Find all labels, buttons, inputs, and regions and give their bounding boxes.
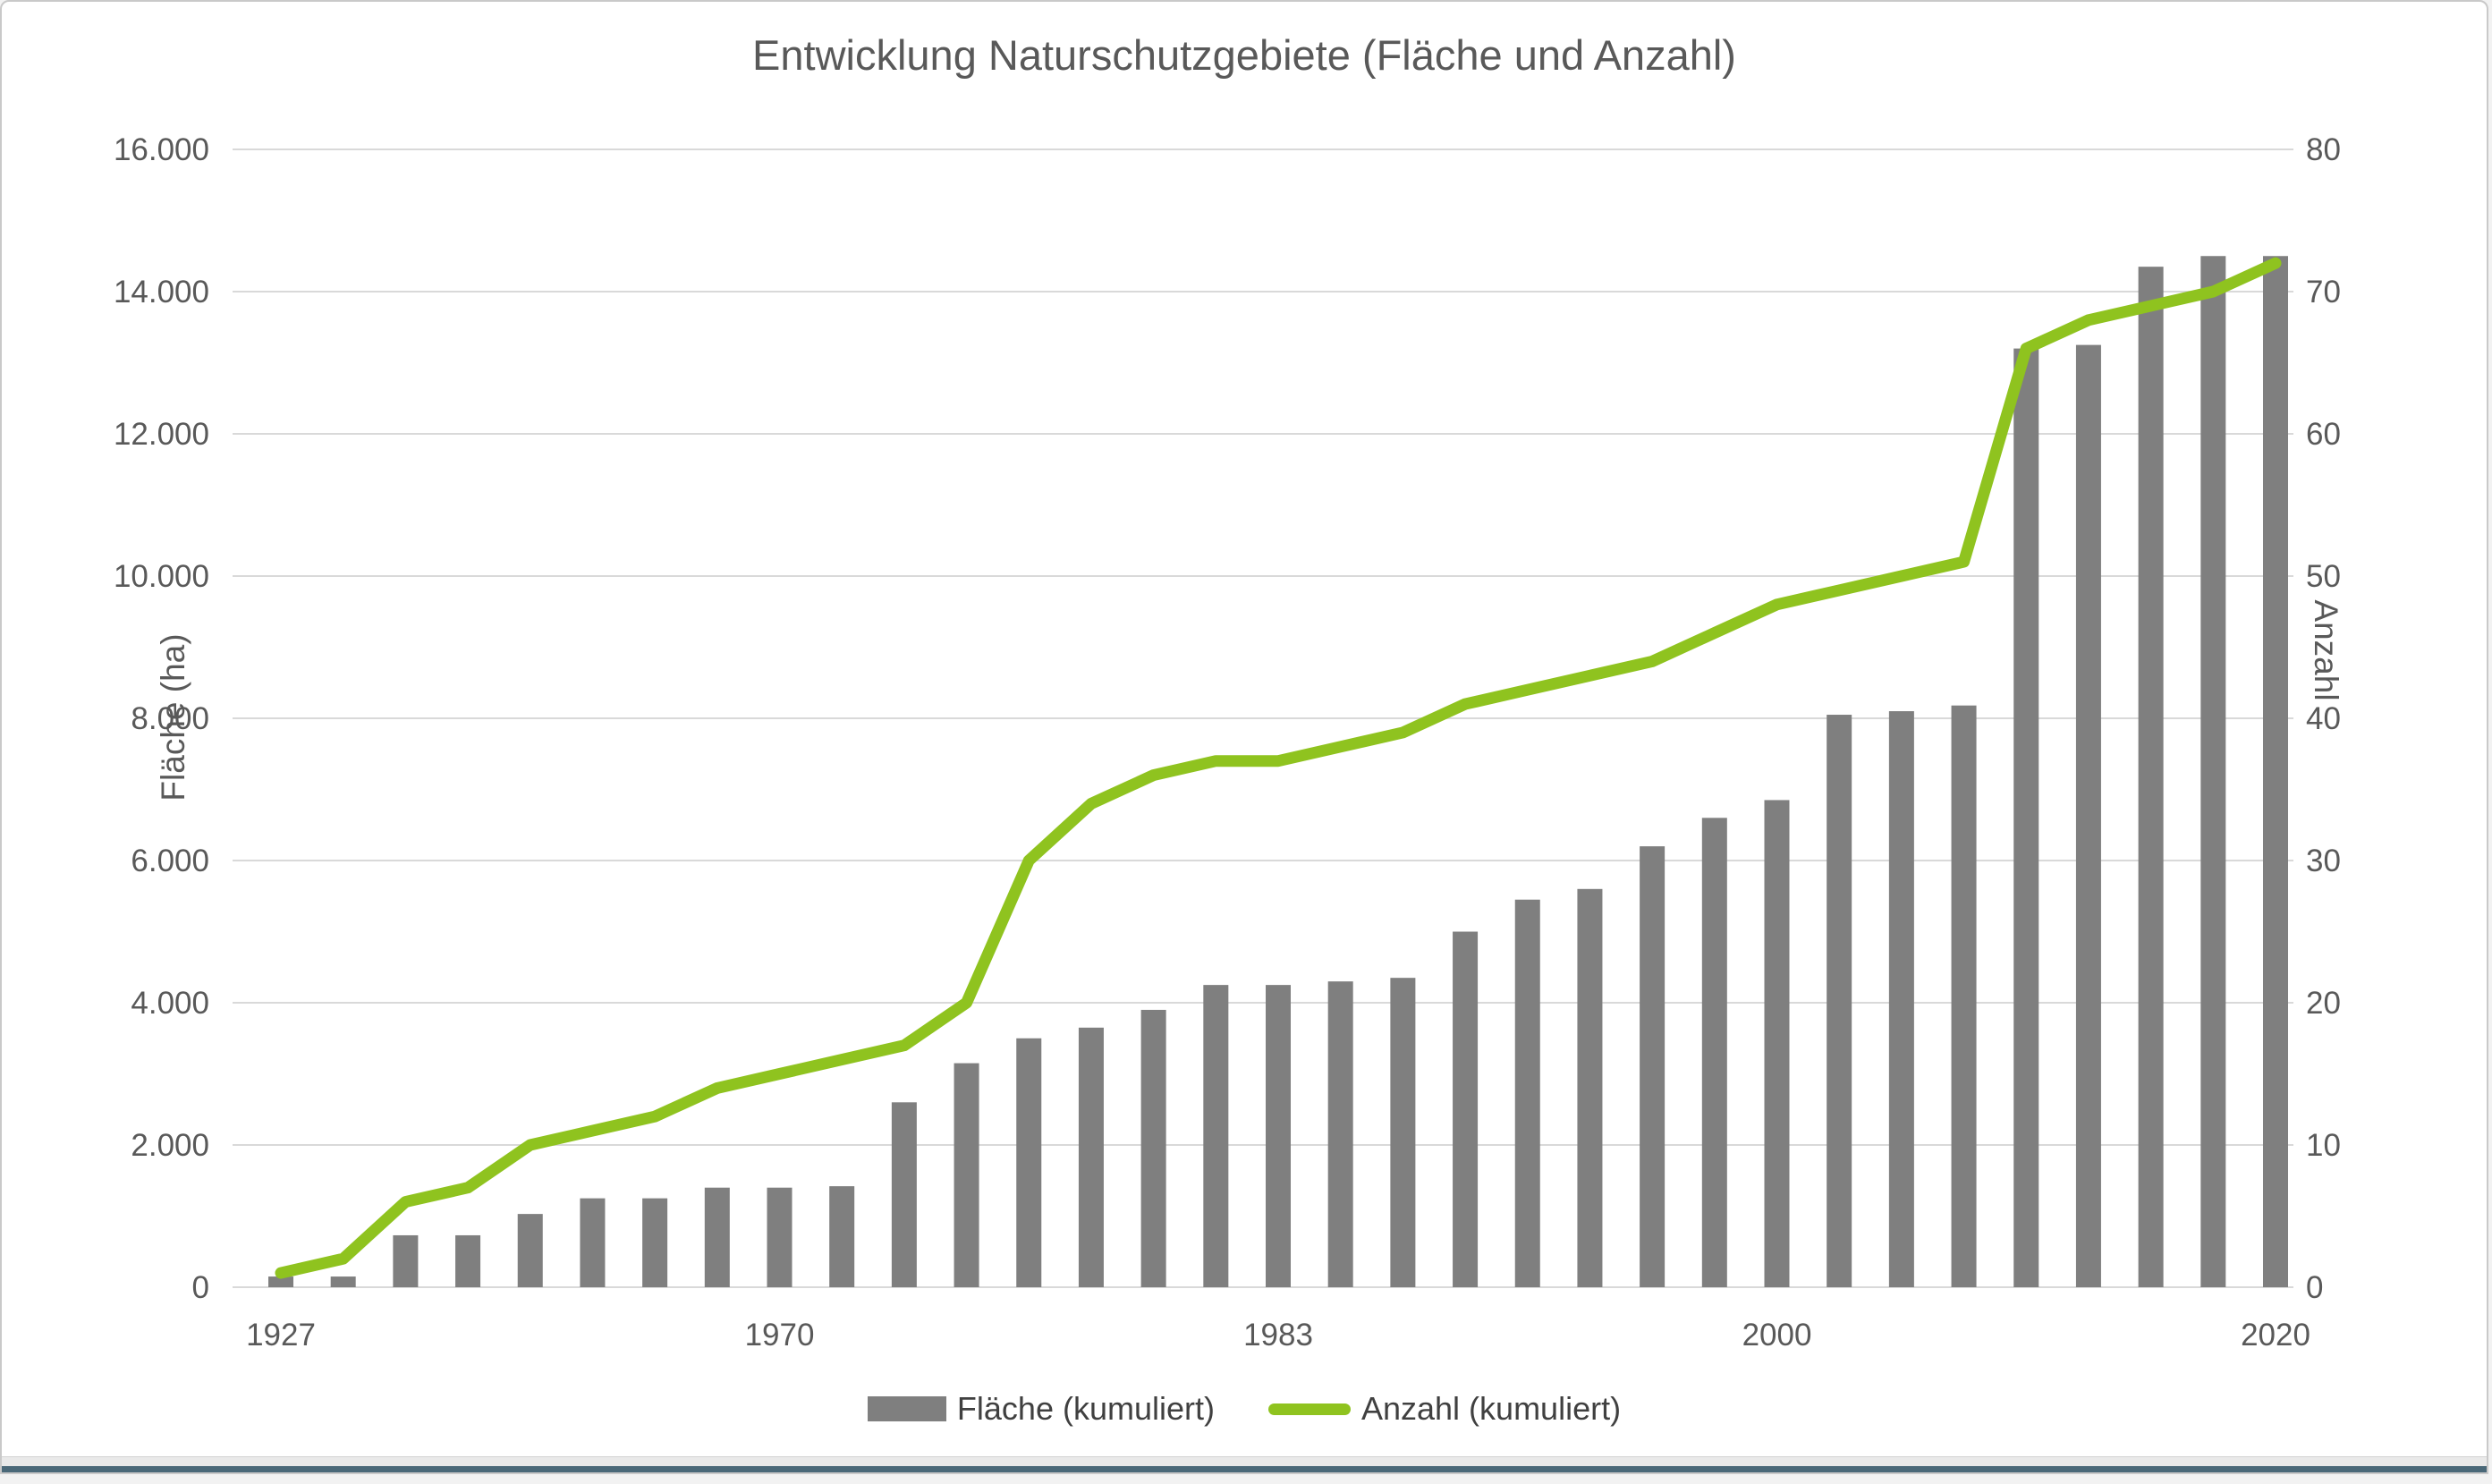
flaeche-bar	[517, 1214, 543, 1287]
y-axis-tick-label-right: 60	[2306, 417, 2341, 452]
y-axis-tick-label-left: 12.000	[114, 417, 209, 452]
flaeche-bar	[1514, 899, 1540, 1287]
flaeche-bar	[1701, 818, 1727, 1287]
y-axis-tick-label-right: 20	[2306, 986, 2341, 1021]
flaeche-bar	[1640, 846, 1666, 1287]
flaeche-bar	[1577, 888, 1603, 1287]
y-axis-tick-label-left: 2.000	[131, 1128, 209, 1163]
y-axis-tick-label-left: 14.000	[114, 275, 209, 310]
flaeche-bar	[580, 1198, 606, 1287]
y-axis-tick-label-left: 8.000	[131, 701, 209, 736]
flaeche-bar	[2013, 348, 2039, 1288]
y-axis-tick-label-right: 50	[2306, 559, 2341, 594]
y-axis-tick-label-right: 30	[2306, 844, 2341, 878]
flaeche-bar	[2075, 344, 2101, 1287]
flaeche-bar	[704, 1187, 730, 1287]
flaeche-bar	[1888, 711, 1914, 1287]
flaeche-bar	[1827, 715, 1852, 1287]
y-axis-tick-label-left: 16.000	[114, 132, 209, 167]
flaeche-bar	[1327, 981, 1353, 1287]
y-axis-tick-label-left: 0	[192, 1270, 209, 1305]
x-axis-tick-label: 1927	[246, 1318, 316, 1353]
x-axis-tick-label: 2020	[2241, 1318, 2310, 1353]
y-axis-tick-label-right: 80	[2306, 132, 2341, 167]
y-axis-tick-label-left: 10.000	[114, 559, 209, 594]
legend-label-flaeche: Fläche (kumuliert)	[956, 1390, 1215, 1427]
flaeche-legend-swatch-icon	[867, 1396, 946, 1421]
flaeche-bar	[829, 1186, 855, 1287]
flaeche-bar	[1078, 1027, 1104, 1287]
flaeche-bar	[1390, 978, 1416, 1287]
legend-item-anzahl: Anzahl (kumuliert)	[1267, 1390, 1622, 1428]
flaeche-bar	[1203, 985, 1229, 1287]
legend-item-flaeche: Fläche (kumuliert)	[867, 1390, 1215, 1428]
x-axis-tick-label: 1970	[745, 1318, 815, 1353]
flaeche-bar	[2138, 267, 2164, 1287]
flaeche-bar	[1764, 800, 1790, 1287]
anzahl-line	[275, 257, 2282, 1279]
flaeche-bar	[1951, 705, 1977, 1287]
chart-title: Entwicklung Naturschutzgebiete (Fläche u…	[752, 31, 1736, 79]
y-axis-tick-label-left: 6.000	[131, 844, 209, 878]
flaeche-bar	[1266, 985, 1291, 1287]
anzahl-legend-swatch-icon	[1267, 1403, 1351, 1415]
y-axis-tick-label-right: 40	[2306, 701, 2341, 736]
flaeche-bar	[393, 1234, 419, 1287]
y-axis-tick-label-right: 70	[2306, 275, 2341, 310]
flaeche-bar	[1140, 1009, 1166, 1287]
window-bottom-edge	[2, 1466, 2487, 1472]
y-axis-tick-label-right: 0	[2306, 1270, 2323, 1305]
y-axis-tick-label-right: 10	[2306, 1128, 2341, 1163]
flaeche-bar	[2263, 256, 2288, 1287]
y-axis-tick-label-left: 4.000	[131, 986, 209, 1021]
chart-legend: Fläche (kumuliert) Anzahl (kumuliert)	[2, 1390, 2487, 1428]
flaeche-bar	[891, 1102, 917, 1287]
flaeche-bar	[954, 1063, 979, 1287]
y-axis-title-left: Fläche (ha)	[155, 633, 191, 801]
y-axis-title-right: Anzahl	[2308, 599, 2344, 701]
flaeche-bar	[1016, 1038, 1042, 1287]
flaeche-bar	[1453, 931, 1479, 1287]
flaeche-bar	[2200, 256, 2226, 1287]
flaeche-bar	[642, 1198, 668, 1287]
flaeche-bar	[767, 1187, 793, 1287]
flaeche-bar	[455, 1234, 481, 1287]
legend-label-anzahl: Anzahl (kumuliert)	[1360, 1390, 1622, 1427]
window-bottom-strip	[2, 1456, 2487, 1466]
x-axis-tick-label: 1983	[1243, 1318, 1313, 1353]
flaeche-bar	[268, 1276, 293, 1287]
flaeche-bar	[330, 1276, 356, 1287]
x-axis-tick-label: 2000	[1742, 1318, 1812, 1353]
